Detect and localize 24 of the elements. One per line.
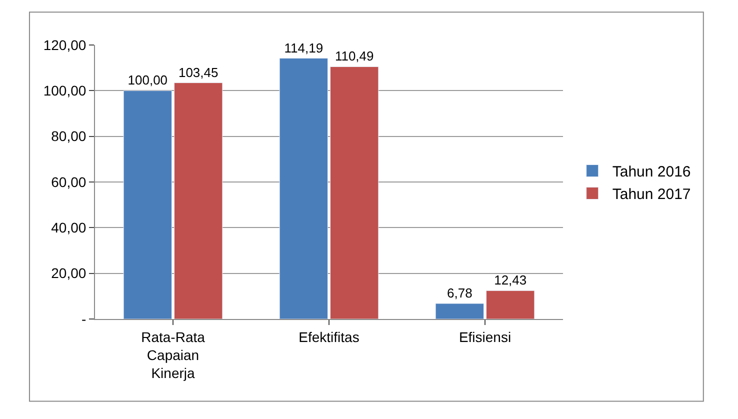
y-tick-label: 100,00 (43, 82, 86, 99)
y-tick-label: 20,00 (51, 265, 86, 282)
data-label: 114,19 (284, 40, 324, 56)
y-tick-label: 80,00 (51, 128, 86, 144)
bar (330, 66, 379, 319)
data-label: 12,43 (494, 272, 527, 288)
legend-label: Tahun 2016 (612, 164, 691, 181)
bar (174, 82, 223, 319)
y-tick-label: 40,00 (51, 220, 86, 236)
y-tick-label: - (82, 310, 87, 327)
data-label: 100,00 (128, 72, 168, 88)
bar (123, 90, 172, 319)
y-tick-label: 60,00 (51, 174, 86, 190)
bar (486, 290, 535, 319)
data-label: 110,49 (334, 48, 374, 64)
bar (435, 303, 484, 319)
legend-label: Tahun 2017 (612, 186, 691, 204)
data-label: 6,78 (446, 286, 472, 301)
x-tick-label: Efektifitas (298, 328, 360, 345)
y-tick-label: 120,00 (43, 36, 86, 53)
data-label: 103,45 (178, 64, 218, 80)
x-tick-label: Efisiensi (458, 328, 512, 345)
x-tick-label: Rata-Rata Capaian Kinerja (141, 328, 206, 382)
bar (279, 58, 328, 319)
